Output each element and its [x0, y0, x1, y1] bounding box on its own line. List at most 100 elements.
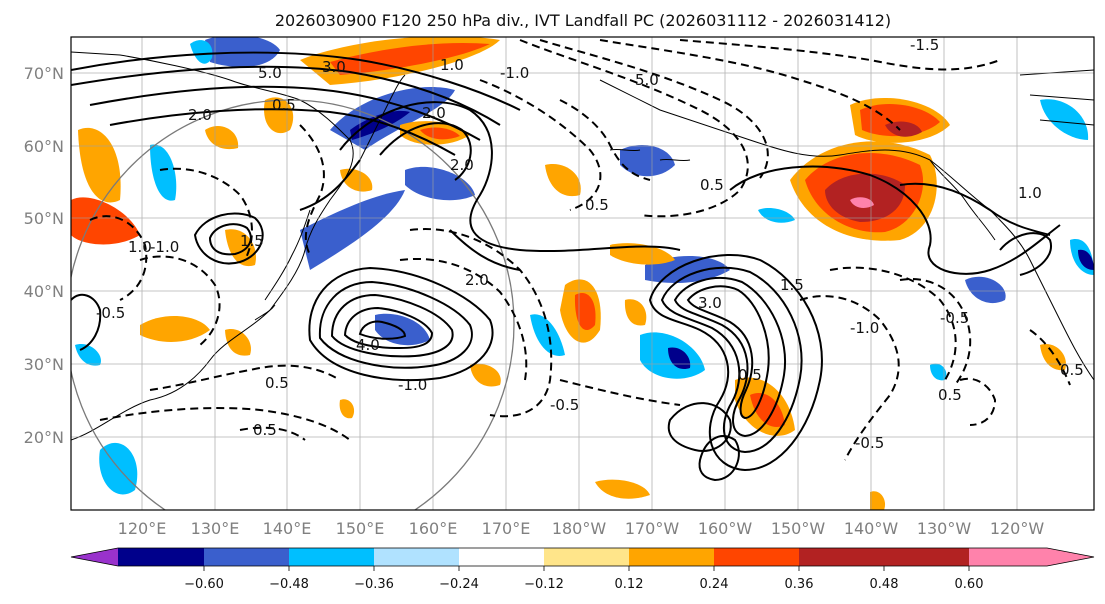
- contour-pos-2: [71, 65, 501, 126]
- lon-label: 120°E: [118, 519, 167, 538]
- shade-pos-alaska-core: [885, 121, 922, 137]
- contour-neg-4: [679, 39, 1001, 71]
- shade-pos-13: [610, 243, 675, 265]
- contour-label: 2.0: [188, 106, 212, 124]
- colorbar-segment: [459, 548, 544, 566]
- colorbar-extend-high-outline: [969, 548, 1094, 566]
- colorbar-tick-label: 0.36: [785, 577, 814, 592]
- lat-label: 50°N: [24, 209, 64, 228]
- contour-label: 0.5: [265, 374, 289, 392]
- contour-neg-9: [139, 255, 221, 346]
- shade-pos-gulf-peak: [850, 197, 874, 208]
- colorbar-extend-low: [71, 548, 118, 566]
- contour-pos-3: [89, 85, 481, 141]
- contour-label: -1.0: [850, 319, 879, 337]
- shade-pos-22: [225, 329, 251, 356]
- gridlines: [71, 37, 1094, 510]
- shade-pos-23: [225, 229, 256, 267]
- colorbar-tick-label: −0.24: [439, 577, 479, 592]
- lon-label: 120°W: [990, 519, 1045, 538]
- contour-pos-20: [999, 232, 1052, 276]
- shade-neg-14: [1040, 99, 1089, 140]
- coastline-japan: [254, 209, 311, 321]
- lat-label: 30°N: [24, 355, 64, 374]
- contour-label: 0.5: [253, 421, 277, 439]
- contour-neg-17: [959, 377, 997, 426]
- lon-label: 130°W: [917, 519, 972, 538]
- coastlines: [71, 51, 1094, 441]
- lat-label: 20°N: [24, 428, 64, 447]
- ivt-contours-negative: [89, 39, 1071, 461]
- shade-pos-2: [330, 42, 490, 75]
- contour-pos-14: [673, 277, 787, 438]
- contour-label: 2.0: [422, 104, 446, 122]
- shade-pos-alaska-mid: [860, 103, 940, 137]
- coastline-kamchatka: [359, 74, 406, 161]
- contour-label: 1.0: [440, 56, 464, 74]
- contour-label: 1.0: [1018, 184, 1042, 202]
- contour-label: 4.0: [356, 336, 380, 354]
- contour-neg-16: [899, 278, 972, 386]
- colorbar-tick-label: 0.48: [870, 577, 899, 592]
- lon-label: 130°E: [191, 519, 240, 538]
- lat-label: 70°N: [24, 64, 64, 83]
- contour-label: 0.5: [700, 176, 724, 194]
- contour-pos-6: [379, 122, 472, 181]
- colorbar: −0.60 −0.48 −0.36 −0.24 −0.12 0.12 0.24 …: [70, 547, 1095, 592]
- colorbar-tick-label: −0.60: [184, 577, 224, 592]
- contour-labels: 5.0 3.0 2.0 0.5 1.0 2.0 2.0 -1.0 -1.5 5.…: [96, 37, 1084, 452]
- shade-pos-12: [574, 293, 596, 331]
- contour-neg-5: [479, 79, 602, 211]
- contour-neg-20: [559, 99, 651, 181]
- map-background: [71, 37, 1094, 510]
- contour-pos-5: [339, 101, 681, 253]
- contour-pos-13: [660, 266, 803, 454]
- colorbar-ticks: [203, 566, 970, 571]
- colorbar-segment: [118, 548, 204, 566]
- shade-neg-8: [150, 144, 177, 201]
- contour-label: 1.5: [780, 276, 804, 294]
- contour-neg-14: [799, 295, 900, 461]
- contour-label: 1.0: [128, 238, 152, 256]
- contour-label: 0.5: [1060, 361, 1084, 379]
- lat-label: 40°N: [24, 282, 64, 301]
- colorbar-segment: [629, 548, 714, 566]
- shade-pos-4: [205, 126, 239, 150]
- contour-label: 0.5: [585, 196, 609, 214]
- contour-pos-23: [71, 293, 102, 351]
- coastline-bc: [929, 159, 996, 241]
- contour-label: 0.5: [938, 386, 962, 404]
- contour-label: 3.0: [322, 58, 346, 76]
- longitude-labels: 120°E 130°E 140°E 150°E 160°E 170°E 180°…: [118, 519, 1045, 538]
- contour-label: -0.5: [550, 396, 579, 414]
- latitude-labels: 70°N 60°N 50°N 40°N 30°N 20°N: [24, 64, 64, 447]
- contour-label: 0.5: [738, 366, 762, 384]
- colorbar-tick-label: −0.36: [354, 577, 394, 592]
- contour-pos-8: [318, 280, 473, 369]
- contour-neg-3: [599, 39, 901, 131]
- contour-neg-2: [539, 39, 769, 179]
- contour-label: 1.5: [240, 232, 264, 250]
- lon-label: 170°W: [625, 519, 680, 538]
- shade-pos-8: [71, 197, 140, 245]
- contour-pos-12: [648, 254, 823, 472]
- lon-label: 160°E: [409, 519, 458, 538]
- colorbar-segment: [714, 548, 799, 566]
- colorbar-segment: [204, 548, 289, 566]
- shade-neg-5: [405, 166, 475, 201]
- lat-label: 60°N: [24, 137, 64, 156]
- shade-pos-10: [545, 164, 581, 197]
- ivt-contours-positive: [71, 51, 1061, 482]
- contour-label: -0.5: [855, 434, 884, 452]
- contour-label: -1.0: [150, 238, 179, 256]
- divergence-shading: [71, 37, 1094, 510]
- contour-neg-7: [409, 228, 553, 418]
- contour-label: -1.0: [500, 64, 529, 82]
- lon-label: 140°E: [263, 519, 312, 538]
- shade-neg-20: [1078, 249, 1094, 270]
- contour-label: 0.5: [272, 96, 296, 114]
- landfall-region-circle: [71, 99, 515, 510]
- shade-neg-21: [930, 363, 947, 381]
- colorbar-tick-label: 0.12: [615, 577, 644, 592]
- contour-label: -1.0: [398, 376, 427, 394]
